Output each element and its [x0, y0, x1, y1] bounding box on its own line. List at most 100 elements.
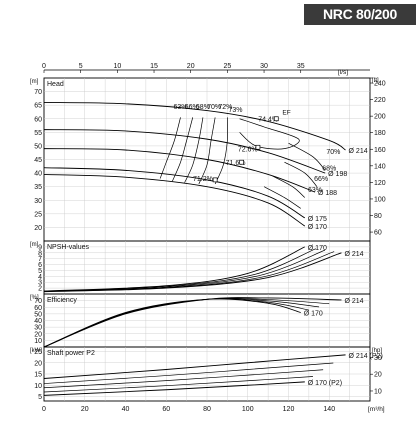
- efficiency-contour-label: 72.6%: [238, 146, 258, 153]
- efficiency-series-label: Ø 170: [304, 311, 323, 318]
- bottom-axis-unit-label: [m³/h]: [368, 406, 385, 413]
- top-axis-tick-label: 5: [79, 63, 83, 70]
- head-panel-title: Head: [47, 81, 64, 88]
- page-title: NRC 80/200: [304, 4, 416, 25]
- power-right-tick-label: 20: [374, 372, 382, 379]
- efficiency-contour-label: 66%: [185, 104, 199, 111]
- npsh-series-label: Ø 214: [344, 251, 363, 258]
- head-right-tick-label: 60: [374, 230, 382, 237]
- npsh-ytick-label: 6: [38, 262, 42, 269]
- head-right-tick-label: 160: [374, 147, 386, 154]
- efficiency-contour-label: 66%: [314, 176, 328, 183]
- power-series-line: [43, 381, 305, 396]
- power-ytick-label: 15: [34, 372, 42, 379]
- head-ytick-label: 55: [34, 130, 42, 137]
- npsh-ytick-label: 9: [38, 244, 42, 251]
- top-axis-unit-label: [l/s]: [338, 69, 348, 76]
- head-ytick-label: 30: [34, 198, 42, 205]
- head-right-tick-label: 200: [374, 114, 386, 121]
- iso-efficiency-line: [172, 117, 194, 182]
- efficiency-unit-label: [%]: [30, 295, 39, 301]
- head-unit-label: [m]: [30, 79, 39, 85]
- efficiency-contour-label: 73%: [229, 107, 243, 114]
- head-ytick-label: 40: [34, 171, 42, 178]
- npsh-series-label: Ø 170: [308, 245, 327, 252]
- efficiency-contour-label: 68%: [196, 104, 210, 111]
- iso-efficiency-line: [184, 117, 204, 183]
- bottom-axis-tick-label: 140: [323, 406, 335, 413]
- npsh-panel-title: NPSH-values: [47, 244, 90, 251]
- head-series-line: [43, 167, 306, 219]
- iso-efficiency-line: [159, 117, 181, 179]
- power-panel-title: Shaft power P2: [47, 350, 95, 357]
- npsh-intermediate-line: [43, 251, 335, 292]
- head-series-line: [43, 102, 346, 151]
- head-right-unit-label: [ft]: [372, 78, 379, 84]
- iso-efficiency-line: [288, 142, 326, 171]
- head-ytick-label: 45: [34, 157, 42, 164]
- efficiency-intermediate-line: [43, 298, 320, 348]
- bottom-axis-tick-label: 100: [242, 406, 254, 413]
- bottom-axis-tick-label: 80: [203, 406, 211, 413]
- top-axis-tick-label: 30: [260, 63, 268, 70]
- iso-efficiency-line: [214, 117, 229, 185]
- power-right-unit-label: [hp]: [372, 348, 382, 354]
- bottom-axis-tick-label: 40: [122, 406, 130, 413]
- head-right-tick-label: 100: [374, 196, 386, 203]
- efficiency-contour-label: 70%: [326, 149, 340, 156]
- efficiency-ytick-label: 60: [34, 305, 42, 312]
- top-axis-tick-label: 20: [187, 63, 195, 70]
- head-series-label: Ø 175: [308, 216, 327, 223]
- head-right-tick-label: 120: [374, 180, 386, 187]
- efficiency-ytick-label: 50: [34, 311, 42, 318]
- npsh-ytick-label: 4: [38, 274, 42, 281]
- npsh-series-line: [43, 246, 305, 292]
- power-intermediate-line: [43, 369, 324, 389]
- power-right-tick-label: 10: [374, 388, 382, 395]
- power-intermediate-line: [43, 362, 334, 384]
- power-unit-label: [kW]: [30, 348, 42, 354]
- iso-efficiency-line: [284, 161, 318, 187]
- bottom-axis-tick-label: 0: [42, 406, 46, 413]
- efficiency-series-label: Ø 214: [344, 298, 363, 305]
- efficiency-series-line: [43, 298, 301, 348]
- power-ytick-label: 20: [34, 360, 42, 367]
- bep-label: EF: [282, 110, 290, 117]
- head-ytick-label: 25: [34, 211, 42, 218]
- efficiency-contour-label: 74.4%: [258, 116, 278, 123]
- head-ytick-label: 50: [34, 143, 42, 150]
- npsh-ytick-label: 2: [38, 286, 42, 293]
- top-axis-tick-label: 15: [150, 63, 158, 70]
- operating-point-marker: [212, 177, 218, 183]
- power-ytick-label: 25: [34, 349, 42, 356]
- efficiency-series-line: [43, 297, 342, 348]
- npsh-ytick-label: 5: [38, 268, 42, 275]
- power-right-tick-label: 30: [374, 355, 382, 362]
- head-ytick-label: 60: [34, 116, 42, 123]
- bottom-axis-tick-label: 20: [81, 406, 89, 413]
- efficiency-contour-label: 63%: [308, 187, 322, 194]
- iso-efficiency-line: [263, 186, 301, 209]
- iso-efficiency-line: [198, 117, 216, 185]
- head-right-tick-label: 240: [374, 81, 386, 88]
- head-series-line: [43, 148, 316, 193]
- iso-efficiency-line: [272, 175, 306, 198]
- head-ytick-label: 65: [34, 103, 42, 110]
- operating-point-marker: [239, 159, 244, 165]
- npsh-ytick-label: 8: [38, 250, 42, 257]
- iso-efficiency-loop: [239, 118, 300, 150]
- head-series-label: Ø 188: [318, 190, 337, 197]
- efficiency-ytick-label: 70: [34, 298, 42, 305]
- power-series-label: Ø 214 (P2): [349, 353, 383, 360]
- efficiency-contour-label: 71.6%: [226, 160, 246, 167]
- head-series-line: [43, 173, 306, 227]
- efficiency-contour-label: 70%: [207, 104, 221, 111]
- operating-point-marker: [273, 116, 279, 122]
- head-right-tick-label: 220: [374, 97, 386, 104]
- head-series-label: Ø 198: [328, 171, 347, 178]
- top-axis-tick-label: 10: [113, 63, 121, 70]
- efficiency-contour-label: 71.2%: [193, 176, 213, 183]
- power-ytick-label: 5: [38, 394, 42, 401]
- power-series-line: [43, 354, 346, 379]
